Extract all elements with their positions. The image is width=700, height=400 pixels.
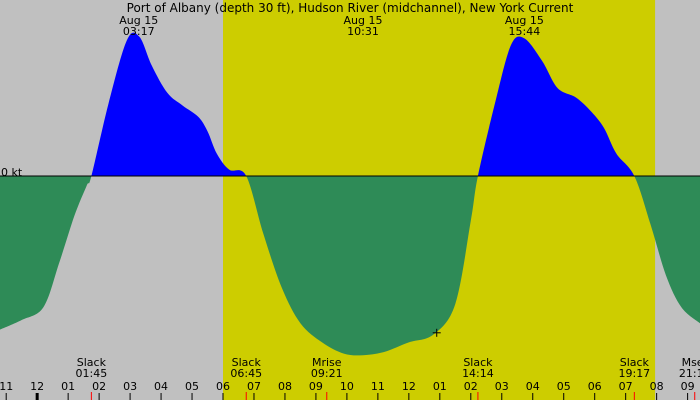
top-annotation-time: 15:44 (509, 25, 541, 38)
x-tick-label: 11 (0, 380, 13, 393)
bottom-annotation-label: Slack (620, 356, 650, 369)
top-annotation-date: Aug 15 (119, 14, 158, 27)
top-annotation-date: Aug 15 (505, 14, 544, 27)
bottom-annotation-label: Mrise (312, 356, 342, 369)
x-tick-label: 08 (650, 380, 664, 393)
top-annotation-date: Aug 15 (344, 14, 383, 27)
zero-knot-label: 0 kt (1, 166, 23, 179)
x-tick-label: 06 (588, 380, 602, 393)
bottom-annotation-time: 06:45 (230, 367, 262, 380)
x-axis: 11 12 01 02 03 04 05 06 07 08 09 10 11 12 01 02 03 04 05 06… (0, 380, 695, 400)
x-tick-label: 12 (30, 380, 44, 393)
bottom-annotation-time: 09:21 (311, 367, 343, 380)
x-tick-label: 09 (681, 380, 695, 393)
x-tick-label: 01 (61, 380, 75, 393)
x-tick-label: 11 (371, 380, 385, 393)
bottom-annotation-label: Slack (232, 356, 262, 369)
x-tick-label: 07 (619, 380, 633, 393)
chart-title: Port of Albany (depth 30 ft), Hudson Riv… (127, 1, 574, 15)
bottom-annotation-label: Slack (463, 356, 493, 369)
top-annotation-time: 03:17 (123, 25, 155, 38)
x-tick-label: 02 (464, 380, 478, 393)
x-tick-label: 01 (433, 380, 447, 393)
bottom-annotation-time: 21:14 (679, 367, 700, 380)
bottom-annotation-time: 14:14 (462, 367, 494, 380)
flood-current-area (0, 32, 700, 176)
x-tick-label: 04 (154, 380, 168, 393)
x-tick-label: 09 (309, 380, 323, 393)
bottom-annotation-time: 19:17 (618, 367, 650, 380)
x-tick-label: 05 (185, 380, 199, 393)
bottom-annotations: Slack01:45Slack06:45Mrise09:21Slack14:14… (76, 356, 700, 400)
x-tick-label: 02 (92, 380, 106, 393)
x-tick-label: 12 (402, 380, 416, 393)
top-annotation-time: 10:31 (347, 25, 379, 38)
bottom-annotation-label: Slack (77, 356, 107, 369)
x-tick-label: 03 (123, 380, 137, 393)
x-tick-label: 04 (526, 380, 540, 393)
current-time-marker (432, 328, 441, 337)
x-tick-label: 03 (495, 380, 509, 393)
bottom-annotation-label: Mset (682, 356, 700, 369)
x-tick-label: 06 (216, 380, 230, 393)
x-tick-label: 07 (247, 380, 261, 393)
ebb-current-area (0, 176, 700, 356)
x-tick-label: 10 (340, 380, 354, 393)
bottom-annotation-time: 01:45 (76, 367, 108, 380)
x-tick-label: 05 (557, 380, 571, 393)
x-tick-label: 08 (278, 380, 292, 393)
